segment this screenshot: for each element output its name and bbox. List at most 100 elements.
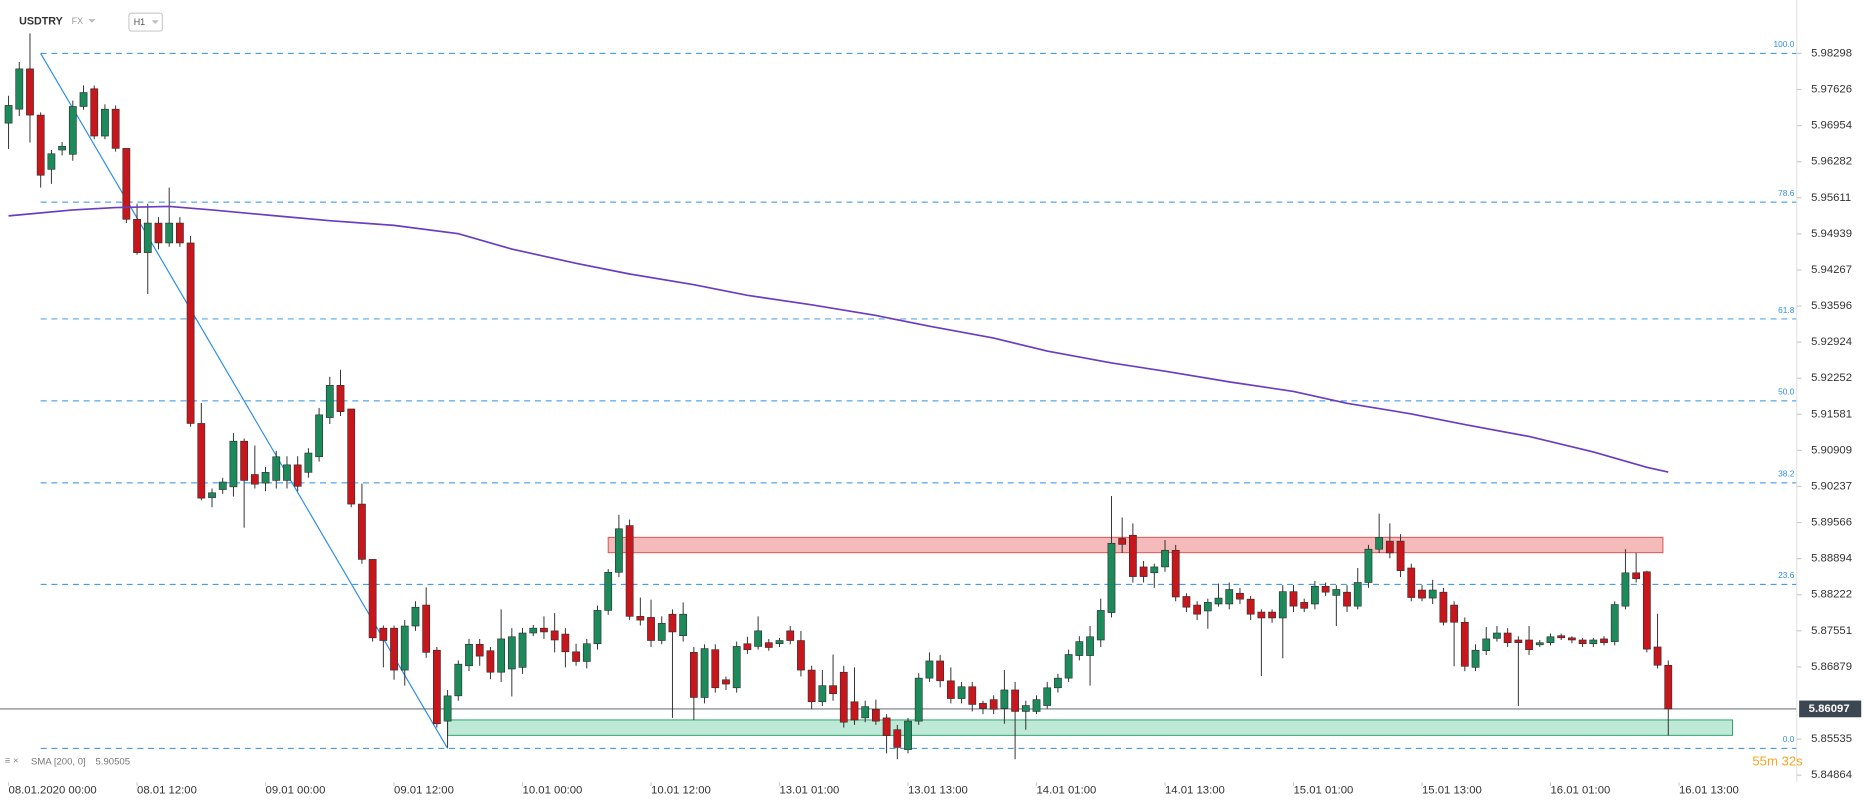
candle-body-up bbox=[1075, 641, 1084, 656]
candle-body-down bbox=[186, 242, 195, 424]
candle-body-down bbox=[689, 652, 698, 698]
fib-label: 0.0 bbox=[1783, 734, 1795, 744]
fib-label: 38.2 bbox=[1778, 469, 1795, 479]
candle-body-down bbox=[1236, 592, 1244, 600]
price-zone bbox=[447, 719, 1733, 736]
y-tick-label: 5.86879 bbox=[1811, 661, 1852, 673]
interval-caret bbox=[151, 20, 159, 24]
candle-body-down bbox=[1289, 591, 1298, 607]
candle-body-up bbox=[1428, 589, 1437, 599]
candle-body-up bbox=[818, 685, 827, 703]
candle-body-up bbox=[325, 385, 334, 418]
candle-body-up bbox=[1364, 548, 1373, 583]
candle-body-down bbox=[561, 633, 570, 653]
candle-body-up bbox=[1107, 542, 1116, 613]
y-tick-label: 5.89566 bbox=[1811, 517, 1852, 529]
candle-body-down bbox=[807, 669, 816, 703]
candle-body-down bbox=[668, 613, 677, 633]
sma-line bbox=[8, 205, 1669, 473]
candle-body-up bbox=[1064, 654, 1073, 679]
x-tick-label: 16.01 13:00 bbox=[1679, 785, 1739, 797]
candle-body-down bbox=[1268, 611, 1276, 619]
candle-body-up bbox=[1471, 649, 1480, 668]
y-tick-label: 5.94267 bbox=[1811, 264, 1852, 276]
candle-body-down bbox=[1128, 534, 1137, 577]
y-tick-label: 5.90237 bbox=[1811, 480, 1852, 492]
candle-body-down bbox=[968, 686, 977, 705]
symbol[interactable]: USDTRY bbox=[19, 15, 63, 27]
candle-body-down bbox=[743, 643, 752, 650]
candle-body-down bbox=[1514, 639, 1523, 643]
legend-icons[interactable]: ≡ × bbox=[5, 755, 19, 766]
candle-body-down bbox=[1557, 635, 1566, 639]
x-tick-label: 08.01.2020 00:00 bbox=[9, 785, 97, 797]
x-tick-label: 13.01 13:00 bbox=[908, 785, 968, 797]
candle-body-up bbox=[1214, 597, 1223, 605]
y-tick-label: 5.93596 bbox=[1811, 300, 1852, 312]
x-tick-label: 08.01 12:00 bbox=[137, 785, 197, 797]
candle-body-down bbox=[1418, 589, 1426, 599]
candle-body-up bbox=[1311, 585, 1319, 605]
candle-body-down bbox=[368, 559, 377, 639]
candle-body-down bbox=[26, 68, 34, 116]
candle-body-down bbox=[850, 701, 859, 721]
candle-body-up bbox=[1482, 638, 1491, 652]
candle-body-up bbox=[15, 68, 24, 110]
candle-body-up bbox=[4, 105, 13, 124]
candle-body-up bbox=[315, 414, 323, 458]
candle-body-up bbox=[143, 222, 152, 253]
candle-body-up bbox=[1161, 549, 1169, 568]
market-caret[interactable] bbox=[88, 19, 96, 23]
candle-body-up bbox=[1150, 566, 1159, 574]
candle-body-down bbox=[1632, 572, 1641, 580]
candle-body-down bbox=[1503, 632, 1512, 643]
candle-body-up bbox=[679, 613, 688, 636]
candle-body-down bbox=[764, 642, 773, 648]
candle-body-down bbox=[1568, 637, 1576, 641]
candle-body-down bbox=[111, 108, 120, 149]
candle-body-down bbox=[36, 114, 45, 176]
candle-body-down bbox=[122, 148, 131, 220]
candle-body-down bbox=[1257, 611, 1266, 619]
candle-body-down bbox=[711, 649, 720, 689]
candle-body-up bbox=[400, 625, 409, 671]
candle-body-down bbox=[540, 627, 548, 633]
y-tick-label: 5.92924 bbox=[1811, 336, 1852, 348]
candle-body-up bbox=[582, 643, 591, 662]
candle-body-down bbox=[1460, 621, 1469, 667]
candle-body-up bbox=[1021, 705, 1030, 712]
candle-body-down bbox=[786, 630, 795, 641]
candle-body-down bbox=[240, 440, 249, 481]
candle-body-up bbox=[165, 222, 174, 244]
candle-body-down bbox=[1139, 566, 1148, 577]
candle-body-down bbox=[250, 474, 259, 485]
candle-body-up bbox=[101, 108, 109, 137]
candle-body-up bbox=[465, 643, 473, 667]
candle-body-down bbox=[839, 671, 848, 723]
plot-area: 100.0 78.6 61.8 50.0 38.2 23.6 0.0 bbox=[0, 33, 1797, 760]
candle-body-up bbox=[1493, 632, 1501, 639]
interval-box[interactable] bbox=[128, 12, 163, 32]
candle-body-down bbox=[572, 651, 580, 662]
candle-body-down bbox=[197, 423, 206, 499]
candle-body-up bbox=[1332, 589, 1341, 596]
candle-body-down bbox=[133, 219, 141, 253]
y-tick-label: 5.96282 bbox=[1811, 156, 1852, 168]
last-price-label: 5.86097 bbox=[1809, 703, 1850, 715]
candle-body-up bbox=[1096, 610, 1105, 641]
candle-body-down bbox=[797, 640, 805, 671]
candle-body-up bbox=[1375, 537, 1384, 550]
candle-body-down bbox=[1642, 571, 1651, 650]
candle-body-down bbox=[1118, 538, 1127, 545]
x-tick-label: 09.01 12:00 bbox=[394, 785, 454, 797]
candle-body-up bbox=[1032, 699, 1041, 712]
candle-body-down bbox=[550, 630, 559, 641]
candle-body-down bbox=[1385, 540, 1394, 554]
fib-label: 50.0 bbox=[1778, 387, 1795, 397]
candle-body-up bbox=[615, 528, 623, 573]
fib-label: 23.6 bbox=[1778, 570, 1795, 580]
x-tick-label: 13.01 01:00 bbox=[780, 785, 840, 797]
candle-body-down bbox=[154, 222, 163, 244]
interval: H1 bbox=[134, 17, 145, 27]
